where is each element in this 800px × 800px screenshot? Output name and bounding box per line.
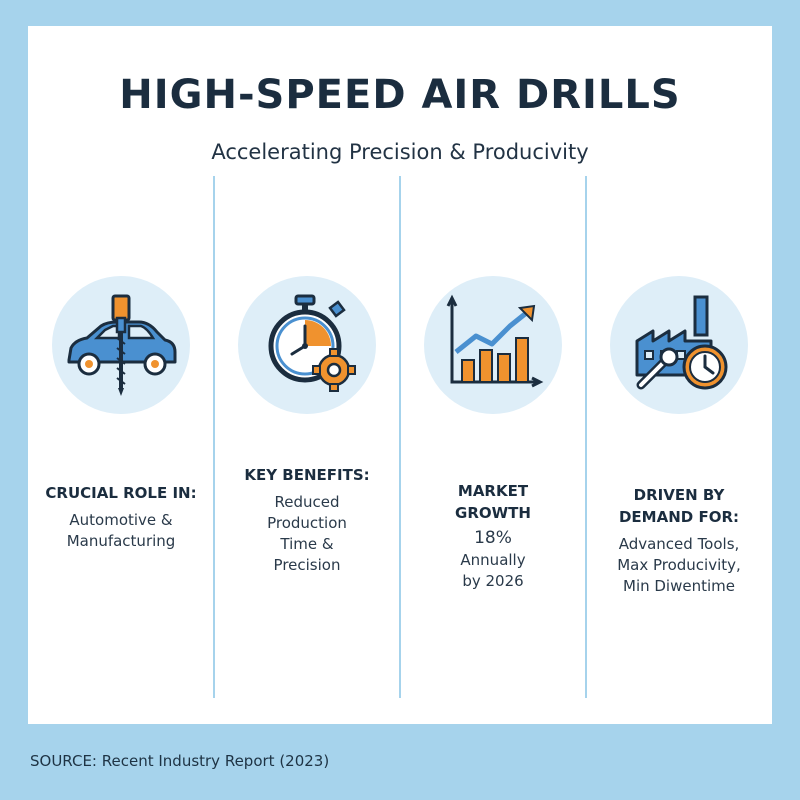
- column-body: Automotive & Manufacturing: [66, 511, 176, 550]
- factory-clock-icon: [635, 295, 728, 390]
- icon-circle: [52, 276, 190, 414]
- column-body: Annually by 2026: [460, 551, 526, 590]
- stopwatch-gear-icon: [268, 294, 356, 392]
- icon-circle: [238, 276, 376, 414]
- growth-stat: 18%: [474, 528, 512, 548]
- column-crucial-role: CRUCIAL ROLE IN: Automotive & Manufactur…: [28, 276, 214, 552]
- column-heading: KEY BENEFITS:: [244, 466, 370, 484]
- column-heading: MARKET GROWTH: [455, 482, 531, 522]
- car-drill-icon: [67, 294, 177, 396]
- icon-circle: [610, 276, 748, 414]
- column-driven-by-demand: DRIVEN BY DEMAND FOR: Advanced Tools, Ma…: [586, 276, 772, 597]
- column-heading: DRIVEN BY DEMAND FOR:: [618, 486, 739, 526]
- column-body: Advanced Tools, Max Producivity, Min Diw…: [617, 535, 741, 595]
- page-subtitle: Accelerating Precision & Producivity: [211, 140, 589, 164]
- column-divider: [213, 176, 215, 698]
- column-divider: [399, 176, 401, 698]
- column-heading: CRUCIAL ROLE IN:: [45, 484, 197, 502]
- infographic-card: HIGH-SPEED AIR DRILLS Accelerating Preci…: [28, 26, 772, 724]
- column-divider: [585, 176, 587, 698]
- column-market-growth: MARKET GROWTH 18% Annually by 2026: [400, 276, 586, 592]
- source-note: SOURCE: Recent Industry Report (2023): [30, 752, 330, 770]
- icon-circle: [424, 276, 562, 414]
- page-title: HIGH-SPEED AIR DRILLS: [119, 72, 681, 118]
- growth-chart-icon: [446, 294, 544, 388]
- column-body: Reduced Production Time & Precision: [267, 493, 347, 574]
- column-key-benefits: KEY BENEFITS: Reduced Production Time & …: [214, 276, 400, 576]
